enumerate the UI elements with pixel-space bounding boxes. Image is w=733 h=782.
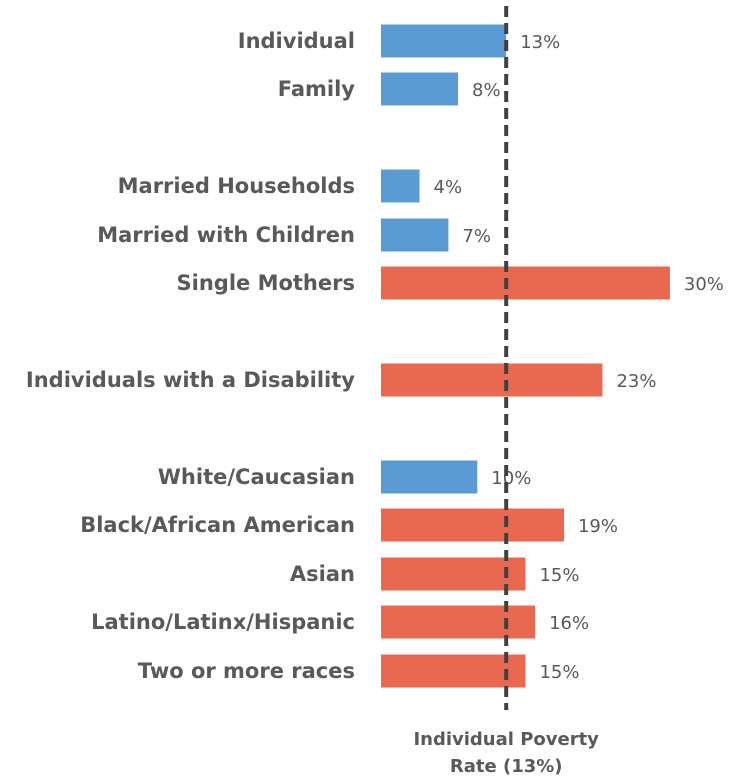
category-label: Latino/Latinx/Hispanic xyxy=(91,610,355,634)
value-label: 15% xyxy=(539,662,579,683)
value-label: 23% xyxy=(616,371,656,392)
category-label: Black/African American xyxy=(80,513,355,537)
value-label: 19% xyxy=(578,516,618,537)
bar xyxy=(381,24,507,58)
category-label: White/Caucasian xyxy=(158,465,355,489)
bars-layer xyxy=(381,24,670,688)
value-label: 30% xyxy=(684,274,724,295)
bar xyxy=(381,218,449,252)
category-label: Married Households xyxy=(118,174,355,198)
bar xyxy=(381,266,670,300)
category-label: Single Mothers xyxy=(177,271,355,295)
value-label: 4% xyxy=(434,177,463,198)
bar xyxy=(381,72,459,106)
bar xyxy=(381,557,526,591)
bar xyxy=(381,605,536,639)
value-label: 7% xyxy=(462,226,491,247)
bar xyxy=(381,363,603,397)
labels-layer: Individual 13% Family 8% Married Households 4… xyxy=(26,29,724,683)
bar xyxy=(381,460,478,494)
reference-line-label-line-1: Individual Poverty xyxy=(413,729,599,750)
bar xyxy=(381,654,526,688)
bar xyxy=(381,508,564,542)
category-label: Family xyxy=(278,77,356,101)
value-label: 8% xyxy=(472,80,501,101)
bar xyxy=(381,169,420,203)
value-label: 15% xyxy=(539,565,579,586)
value-label: 13% xyxy=(520,32,560,53)
category-label: Asian xyxy=(290,562,355,586)
value-label: 10% xyxy=(491,468,531,489)
category-label: Two or more races xyxy=(138,659,355,683)
category-label: Individual xyxy=(238,29,355,53)
category-label: Married with Children xyxy=(97,223,355,247)
category-label: Individuals with a Disability xyxy=(26,368,355,392)
reference-line-label-line-2: Rate (13%) xyxy=(450,756,563,777)
value-label: 16% xyxy=(549,613,589,634)
